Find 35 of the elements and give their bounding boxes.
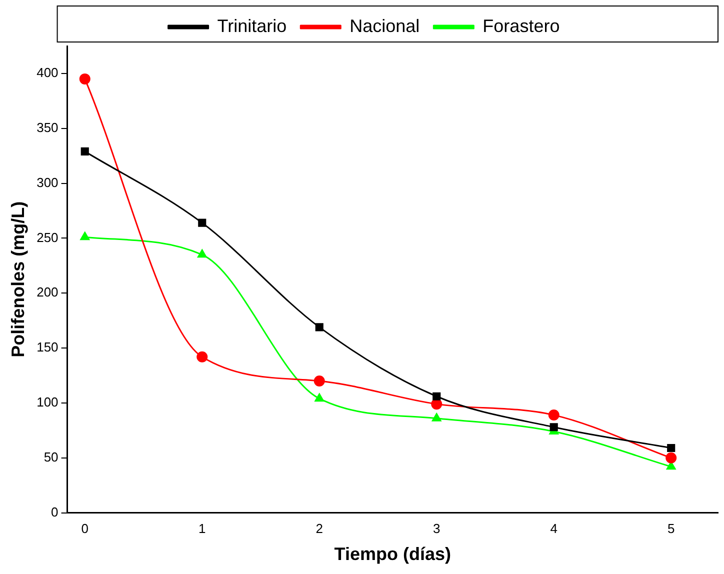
y-tick-label: 50 [44, 449, 58, 464]
x-tick-label: 2 [316, 521, 323, 536]
point [79, 73, 90, 84]
point [196, 351, 208, 362]
y-tick-label: 300 [36, 174, 58, 190]
x-tick-label: 5 [667, 521, 675, 536]
point [432, 412, 442, 422]
legend-label: Trinitario [217, 16, 287, 36]
point [314, 393, 324, 402]
x-tick-label: 3 [432, 521, 440, 536]
point [548, 410, 560, 421]
legend-label: Forastero [482, 16, 560, 36]
point [80, 232, 90, 240]
x-tick-label: 4 [550, 521, 558, 536]
point [80, 147, 89, 156]
y-tick-label: 0 [51, 504, 58, 520]
y-tick-label: 200 [36, 284, 58, 300]
y-axis-title: Polifenoles (mg/L) [8, 201, 28, 358]
y-tick-label: 100 [36, 394, 58, 410]
y-tick-label: 150 [36, 340, 58, 355]
point [197, 249, 207, 258]
y-tick-label: 350 [36, 120, 58, 135]
x-axis-title: Tiempo (días) [334, 544, 451, 564]
x-tick-label: 1 [198, 521, 206, 536]
x-tick-label: 0 [81, 521, 88, 536]
y-tick-label: 400 [36, 65, 58, 80]
legend-label: Nacional [350, 16, 420, 36]
point [667, 444, 676, 452]
point [315, 323, 324, 332]
y-tick-label: 250 [36, 230, 58, 245]
point [666, 452, 677, 464]
point [432, 392, 441, 400]
point [314, 376, 325, 386]
point [198, 218, 206, 227]
point [550, 423, 558, 432]
